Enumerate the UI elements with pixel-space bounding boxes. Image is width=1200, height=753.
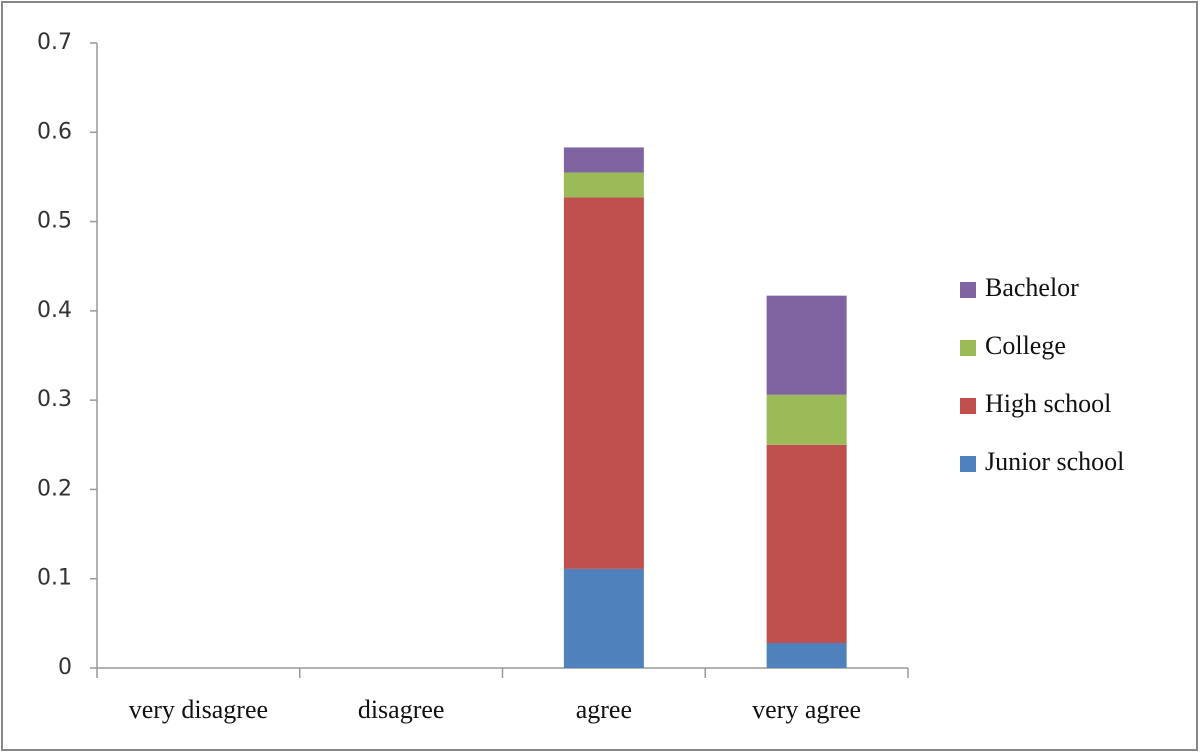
y-tick-label: 0.3 <box>37 387 72 412</box>
y-tick-label: 0.2 <box>37 476 72 501</box>
y-tick-label: 0.4 <box>37 298 72 323</box>
legend-label: College <box>985 331 1066 360</box>
x-tick-label: disagree <box>358 695 445 724</box>
legend-swatch <box>960 340 976 356</box>
x-tick-label: very disagree <box>129 695 268 724</box>
legend-swatch <box>960 456 976 472</box>
legend-label: Junior school <box>985 447 1124 476</box>
x-tick-label: very agree <box>752 695 861 724</box>
bar-segment <box>563 172 644 198</box>
bar-segment <box>563 197 644 569</box>
bar-segment <box>766 643 847 668</box>
bar-segment <box>563 147 644 173</box>
y-tick-label: 0.7 <box>37 30 72 55</box>
y-tick-label: 0 <box>58 655 72 680</box>
bar-segment <box>766 444 847 643</box>
legend-label: High school <box>985 389 1111 418</box>
bar-segment <box>766 394 847 445</box>
bar-segment <box>766 295 847 395</box>
x-tick-label: agree <box>576 695 632 724</box>
legend-swatch <box>960 398 976 414</box>
legend-swatch <box>960 282 976 298</box>
y-tick-label: 0.6 <box>37 119 72 144</box>
bar-segment <box>563 568 644 668</box>
y-tick-label: 0.5 <box>37 209 72 234</box>
legend-label: Bachelor <box>985 273 1079 302</box>
y-tick-label: 0.1 <box>37 566 72 591</box>
